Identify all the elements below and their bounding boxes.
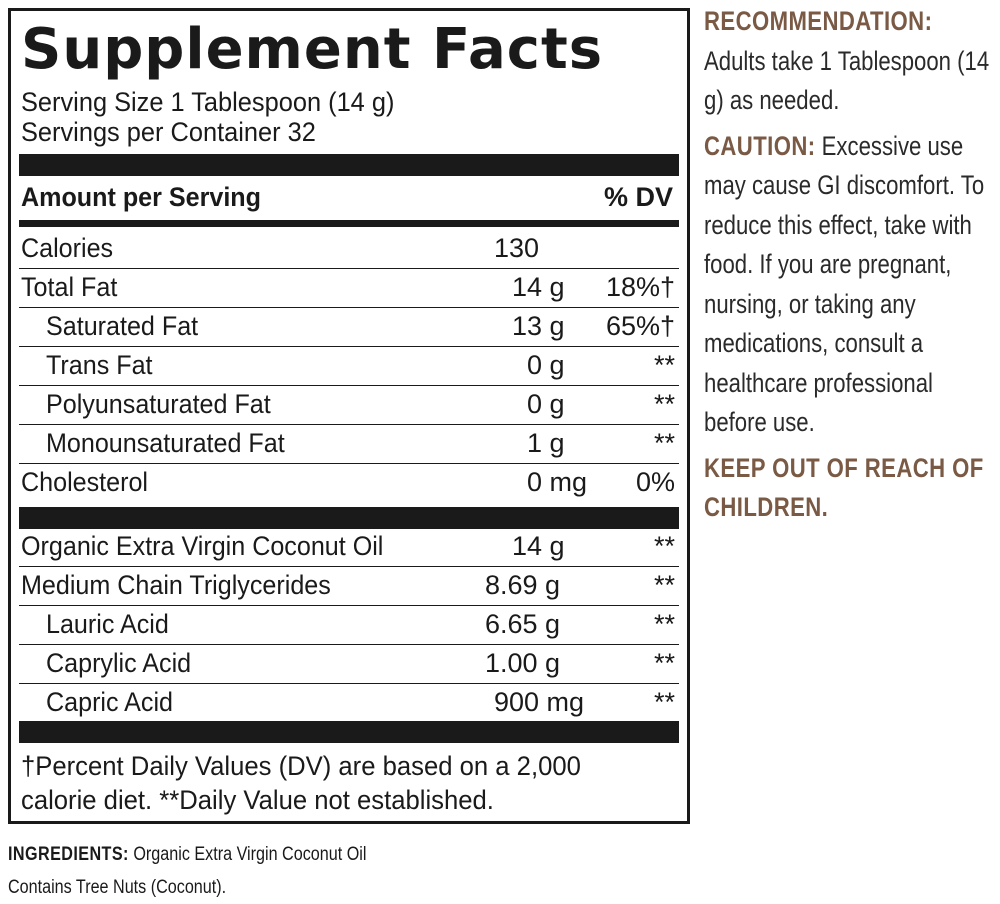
column-header-row: Amount per Serving % DV bbox=[21, 177, 673, 217]
ingredient-name: Organic Extra Virgin Coconut Oil bbox=[21, 531, 384, 561]
nutrient-amount: 1 g bbox=[527, 428, 565, 458]
ingredients-label: INGREDIENTS: bbox=[8, 844, 129, 865]
dv-header: % DV bbox=[603, 182, 673, 212]
ingredients-line: INGREDIENTS: Organic Extra Virgin Coconu… bbox=[8, 838, 484, 871]
nutrient-row-trans-fat: Trans Fat 0 g ** bbox=[19, 346, 679, 386]
ingredient-amount: 1.00 g bbox=[485, 648, 561, 678]
ingredient-row-lauric-acid: Lauric Acid 6.65 g ** bbox=[19, 605, 679, 645]
nutrient-dv: ** bbox=[653, 350, 675, 380]
caution-text: Excessive use may cause GI discomfort. T… bbox=[704, 130, 985, 438]
nutrient-amount: 13 g bbox=[512, 311, 565, 341]
ingredient-amount: 8.69 g bbox=[485, 570, 561, 600]
nutrient-dv: ** bbox=[653, 389, 675, 419]
ingredient-dv: ** bbox=[653, 531, 675, 561]
nutrient-dv: 0% bbox=[635, 467, 675, 497]
recommendation-block: RECOMMENDATION: Adults take 1 Tablespoon… bbox=[704, 2, 999, 121]
usage-info-column: RECOMMENDATION: Adults take 1 Tablespoon… bbox=[704, 2, 1000, 534]
amount-per-serving-header: Amount per Serving bbox=[21, 182, 261, 212]
nutrient-name: Saturated Fat bbox=[46, 311, 199, 341]
thick-divider bbox=[19, 154, 679, 176]
nutrient-row-saturated-fat: Saturated Fat 13 g 65%† bbox=[19, 307, 679, 347]
ingredient-row-caprylic-acid: Caprylic Acid 1.00 g ** bbox=[19, 644, 679, 684]
keep-out-of-reach-warning: KEEP OUT OF REACH OF CHILDREN. bbox=[704, 452, 984, 523]
allergen-statement: Contains Tree Nuts (Coconut). bbox=[8, 877, 227, 898]
caution-label: CAUTION: bbox=[704, 130, 816, 161]
nutrient-row-polyunsaturated-fat: Polyunsaturated Fat 0 g ** bbox=[19, 385, 679, 425]
nutrient-amount: 0 mg bbox=[527, 467, 588, 497]
thick-divider bbox=[19, 721, 679, 743]
ingredient-dv: ** bbox=[653, 687, 675, 717]
nutrient-row-cholesterol: Cholesterol 0 mg 0% bbox=[19, 463, 679, 502]
nutrient-name: Polyunsaturated Fat bbox=[46, 389, 271, 419]
nutrient-dv: 65%† bbox=[605, 311, 675, 341]
ingredient-name: Medium Chain Triglycerides bbox=[21, 570, 331, 600]
ingredient-amount: 14 g bbox=[512, 531, 565, 561]
nutrient-amount: 0 g bbox=[527, 389, 565, 419]
nutrient-amount: 130 bbox=[494, 233, 540, 263]
ingredients-section: INGREDIENTS: Organic Extra Virgin Coconu… bbox=[8, 838, 484, 904]
nutrient-amount: 0 g bbox=[527, 350, 565, 380]
ingredient-dv: ** bbox=[653, 570, 675, 600]
ingredient-row-mct: Medium Chain Triglycerides 8.69 g ** bbox=[19, 566, 679, 606]
ingredient-name: Capric Acid bbox=[46, 687, 174, 717]
ingredient-name: Caprylic Acid bbox=[46, 648, 192, 678]
facts-title: Supplement Facts bbox=[21, 17, 604, 82]
ingredient-row-coconut-oil: Organic Extra Virgin Coconut Oil 14 g ** bbox=[19, 527, 679, 567]
nutrient-name: Calories bbox=[21, 233, 114, 263]
nutrient-row-calories: Calories 130 bbox=[19, 229, 679, 269]
nutrient-name: Cholesterol bbox=[21, 467, 149, 497]
ingredient-amount: 6.65 g bbox=[485, 609, 561, 639]
nutrient-row-total-fat: Total Fat 14 g 18%† bbox=[19, 268, 679, 308]
ingredient-dv: ** bbox=[653, 609, 675, 639]
nutrient-name: Total Fat bbox=[21, 272, 118, 302]
thick-divider bbox=[19, 507, 679, 529]
nutrient-row-monounsaturated-fat: Monounsaturated Fat 1 g ** bbox=[19, 424, 679, 464]
ingredients-text: Organic Extra Virgin Coconut Oil bbox=[133, 844, 367, 865]
dv-footnote: †Percent Daily Values (DV) are based on … bbox=[21, 751, 581, 815]
supplement-facts-panel: Supplement Facts Serving Size 1 Tablespo… bbox=[8, 8, 690, 824]
recommendation-text: Adults take 1 Tablespoon (14 g) as neede… bbox=[704, 45, 990, 116]
nutrient-dv: ** bbox=[653, 428, 675, 458]
nutrient-name: Trans Fat bbox=[46, 350, 153, 380]
medium-divider bbox=[19, 220, 679, 227]
ingredient-row-capric-acid: Capric Acid 900 mg ** bbox=[19, 683, 679, 722]
servings-per-container: Servings per Container 32 bbox=[21, 117, 316, 147]
recommendation-label: RECOMMENDATION: bbox=[704, 6, 933, 36]
nutrient-dv: 18%† bbox=[605, 272, 675, 302]
nutrient-amount: 14 g bbox=[512, 272, 565, 302]
caution-block: CAUTION: Excessive use may cause GI disc… bbox=[704, 127, 999, 443]
nutrient-name: Monounsaturated Fat bbox=[46, 428, 285, 458]
serving-size: Serving Size 1 Tablespoon (14 g) bbox=[21, 87, 395, 117]
ingredient-name: Lauric Acid bbox=[46, 609, 169, 639]
ingredient-dv: ** bbox=[653, 648, 675, 678]
ingredient-amount: 900 mg bbox=[494, 687, 585, 717]
